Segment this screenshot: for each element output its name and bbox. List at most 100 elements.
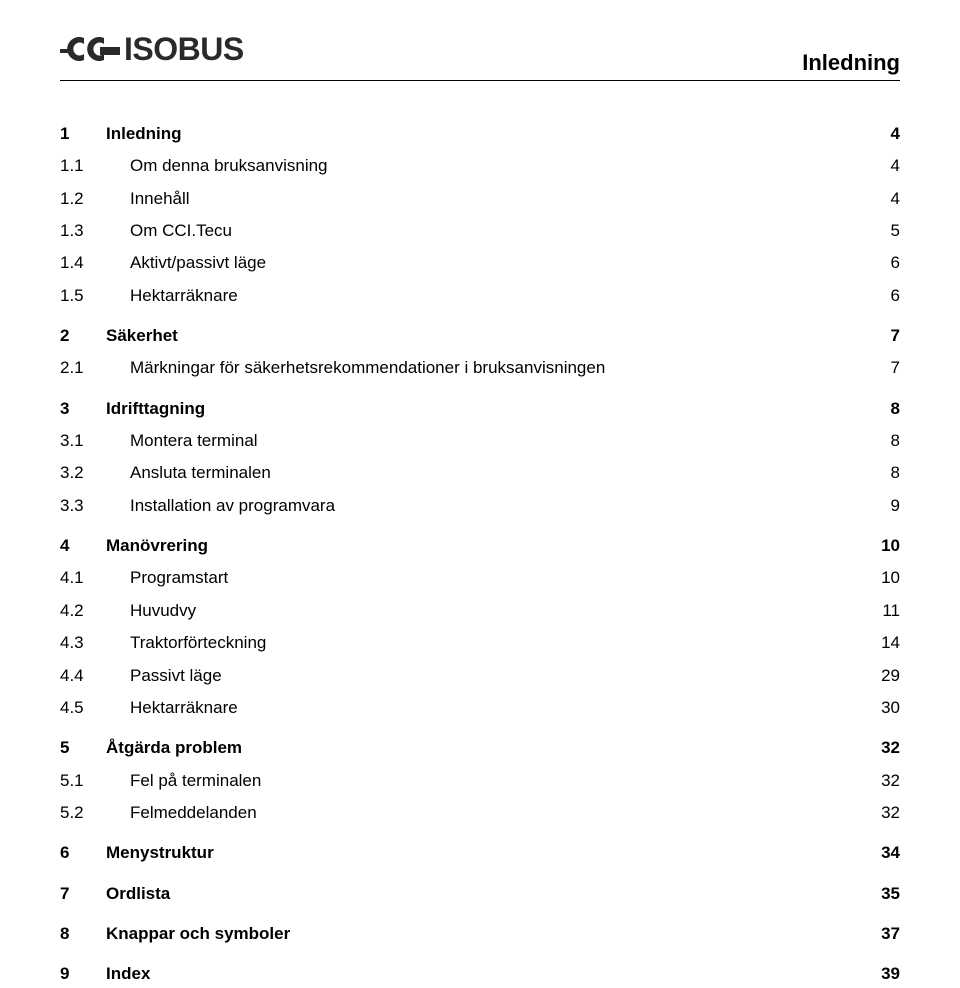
toc-entry-number: 2.1 (60, 355, 130, 381)
toc-entry-label: Installation av programvara (130, 493, 335, 519)
toc-entry-number: 4.2 (60, 598, 130, 624)
toc-entry: 3Idrifttagning 8 (60, 396, 900, 422)
toc-entry-page: 9 (889, 493, 900, 519)
toc-entry-label: Programstart (130, 565, 228, 591)
toc-entry-number: 3.3 (60, 493, 130, 519)
toc-entry-number: 5.2 (60, 800, 130, 826)
toc-entry: 4.3Traktorförteckning14 (60, 630, 900, 656)
toc-entry-number: 1.3 (60, 218, 130, 244)
brand-logo: ISOBUS (60, 30, 244, 68)
toc-entry-page: 6 (889, 283, 900, 309)
toc-entry-number: 3 (60, 396, 106, 422)
toc-entry-page: 10 (879, 533, 900, 559)
toc-entry-number: 4.4 (60, 663, 130, 689)
page-header: ISOBUS Inledning (60, 30, 900, 81)
toc-entry: 3.1Montera terminal 8 (60, 428, 900, 454)
toc-entry-page: 35 (879, 881, 900, 907)
toc-entry: 1.4Aktivt/passivt läge 6 (60, 250, 900, 276)
toc-entry-label: Om denna bruksanvisning (130, 153, 328, 179)
toc-entry-label: Knappar och symboler (106, 921, 290, 947)
toc-entry: 1.2Innehåll 4 (60, 186, 900, 212)
toc-entry-number: 9 (60, 961, 106, 987)
toc-entry: 2.1Märkningar för säkerhetsrekommendatio… (60, 355, 900, 381)
toc-entry-label: Säkerhet (106, 323, 178, 349)
toc-entry-label: Menystruktur (106, 840, 214, 866)
toc-entry-number: 8 (60, 921, 106, 947)
toc-entry-page: 30 (879, 695, 900, 721)
toc-entry-page: 8 (889, 428, 900, 454)
toc-entry-number: 6 (60, 840, 106, 866)
toc-entry: 6Menystruktur 34 (60, 840, 900, 866)
cc-logo-icon (60, 30, 120, 68)
toc-entry: 4.2Huvudvy 11 (60, 598, 900, 624)
toc-entry-page: 4 (889, 186, 900, 212)
toc-entry: 3.2Ansluta terminalen 8 (60, 460, 900, 486)
toc-entry-number: 3.2 (60, 460, 130, 486)
toc-entry-number: 3.1 (60, 428, 130, 454)
toc-entry-number: 4.1 (60, 565, 130, 591)
toc-entry-label: Passivt läge (130, 663, 222, 689)
toc-entry-number: 4.3 (60, 630, 130, 656)
toc-entry-label: Märkningar för säkerhetsrekommendationer… (130, 355, 605, 381)
toc-entry-label: Om CCI.Tecu (130, 218, 232, 244)
toc-entry-label: Traktorförteckning (130, 630, 266, 656)
toc-entry-page: 4 (889, 153, 900, 179)
toc-entry-label: Hektarräknare (130, 283, 238, 309)
toc-entry-number: 1.2 (60, 186, 130, 212)
toc-entry: 4.4Passivt läge 29 (60, 663, 900, 689)
toc-entry-label: Felmeddelanden (130, 800, 257, 826)
toc-entry-number: 7 (60, 881, 106, 907)
toc-entry-page: 5 (889, 218, 900, 244)
toc-entry-page: 29 (879, 663, 900, 689)
toc-entry-number: 1.5 (60, 283, 130, 309)
toc-entry-label: Ordlista (106, 881, 170, 907)
toc-entry: 5.2Felmeddelanden 32 (60, 800, 900, 826)
toc-entry: 5Åtgärda problem32 (60, 735, 900, 761)
toc-entry-page: 7 (889, 355, 900, 381)
toc-entry: 4Manövrering10 (60, 533, 900, 559)
table-of-contents: 1Inledning41.1Om denna bruksanvisning41.… (60, 121, 900, 988)
toc-entry-page: 7 (889, 323, 900, 349)
toc-entry: 5.1Fel på terminalen 32 (60, 768, 900, 794)
toc-entry-page: 4 (889, 121, 900, 147)
toc-entry: 8Knappar och symboler 37 (60, 921, 900, 947)
toc-entry-page: 8 (889, 396, 900, 422)
toc-entry-page: 11 (880, 598, 900, 624)
toc-entry-label: Åtgärda problem (106, 735, 242, 761)
toc-entry-number: 1.4 (60, 250, 130, 276)
toc-entry-number: 5 (60, 735, 106, 761)
toc-entry-number: 1 (60, 121, 106, 147)
brand-logo-text: ISOBUS (124, 33, 244, 65)
toc-entry-page: 37 (879, 921, 900, 947)
toc-entry-label: Idrifttagning (106, 396, 205, 422)
toc-entry: 7Ordlista 35 (60, 881, 900, 907)
toc-entry: 1.3Om CCI.Tecu 5 (60, 218, 900, 244)
toc-entry: 1.1Om denna bruksanvisning4 (60, 153, 900, 179)
toc-entry: 1.5Hektarräknare 6 (60, 283, 900, 309)
toc-entry-page: 32 (879, 800, 900, 826)
toc-entry-page: 8 (889, 460, 900, 486)
page-title: Inledning (802, 30, 900, 76)
toc-entry-label: Innehåll (130, 186, 190, 212)
toc-entry-label: Montera terminal (130, 428, 258, 454)
toc-entry-label: Inledning (106, 121, 182, 147)
toc-entry-page: 6 (889, 250, 900, 276)
toc-entry-label: Ansluta terminalen (130, 460, 271, 486)
toc-entry: 9Index39 (60, 961, 900, 987)
toc-entry: 1Inledning 4 (60, 121, 900, 147)
document-page: ISOBUS Inledning 1Inledning41.1Om denna … (0, 0, 960, 874)
toc-entry-label: Fel på terminalen (130, 768, 261, 794)
toc-entry-page: 32 (879, 768, 900, 794)
toc-entry: 2Säkerhet 7 (60, 323, 900, 349)
toc-entry-number: 4 (60, 533, 106, 559)
toc-entry-page: 10 (879, 565, 900, 591)
toc-entry-label: Huvudvy (130, 598, 196, 624)
toc-entry-label: Aktivt/passivt läge (130, 250, 266, 276)
toc-entry: 4.1Programstart 10 (60, 565, 900, 591)
toc-entry-page: 34 (879, 840, 900, 866)
toc-entry-number: 5.1 (60, 768, 130, 794)
toc-entry-label: Index (106, 961, 150, 987)
toc-entry: 3.3Installation av programvara 9 (60, 493, 900, 519)
toc-entry-number: 2 (60, 323, 106, 349)
toc-entry-label: Hektarräknare (130, 695, 238, 721)
